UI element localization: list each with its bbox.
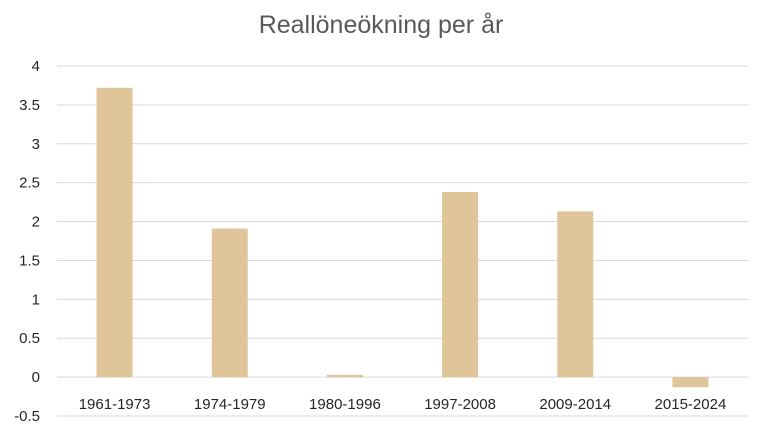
- bars: [96, 87, 709, 388]
- y-tick-label: 0: [32, 369, 40, 386]
- bar: [557, 211, 594, 378]
- bar: [211, 228, 248, 378]
- x-category-label: 2015-2024: [655, 396, 727, 413]
- y-tick-label: -0.5: [14, 408, 40, 425]
- x-category-label: 1980-1996: [309, 396, 381, 413]
- gridlines: [57, 65, 748, 417]
- bar: [96, 87, 133, 378]
- y-tick-label: 2.5: [19, 175, 40, 192]
- y-tick-label: 0.5: [19, 330, 40, 347]
- y-tick-label: 4: [32, 58, 40, 75]
- x-category-label: 2009-2014: [539, 396, 611, 413]
- y-tick-label: 1: [32, 291, 40, 308]
- bar: [442, 192, 479, 378]
- y-tick-label: 2: [32, 214, 40, 231]
- x-category-label: 1974-1979: [194, 396, 266, 413]
- y-axis-tick-labels: -0.5 0 0.5 1 1.5 2 2.5 3 3.5 4: [14, 58, 40, 425]
- y-tick-label: 3: [32, 136, 40, 153]
- chart-title: Reallöneökning per år: [259, 11, 504, 39]
- x-axis-category-labels: 1961-1973 1974-1979 1980-1996 1997-2008 2009…: [79, 396, 727, 413]
- y-tick-label: 3.5: [19, 97, 40, 114]
- bar: [326, 374, 363, 378]
- x-category-label: 1961-1973: [79, 396, 151, 413]
- x-category-label: 1997-2008: [424, 396, 496, 413]
- bar: [672, 377, 709, 388]
- y-tick-label: 1.5: [19, 252, 40, 269]
